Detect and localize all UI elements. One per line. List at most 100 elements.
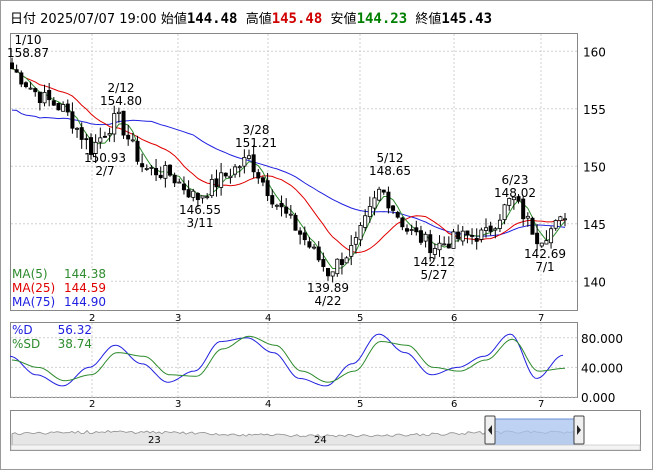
candle [228, 168, 233, 184]
candle-body-down [414, 227, 419, 233]
annotation-value: 142.12 [413, 255, 455, 269]
annotation-date: 2/12 [108, 81, 135, 95]
candle-body-down [456, 231, 461, 240]
candle-body-up [367, 206, 372, 218]
candle-body-down [51, 100, 56, 106]
candle-body-down [298, 230, 303, 235]
candle [51, 97, 56, 106]
candle-body-down [381, 189, 386, 193]
candle-body-up [344, 257, 349, 264]
navigator-scrollbar[interactable] [10, 444, 641, 451]
candle [172, 172, 177, 188]
candle-body-up [553, 220, 558, 229]
candle [158, 166, 163, 180]
candle-body-down [284, 206, 289, 214]
candle [102, 131, 107, 138]
candle-body-down [386, 191, 391, 209]
candle-body-down [167, 164, 172, 176]
ma-legend-value: 144.90 [64, 295, 106, 309]
candle-body-down [158, 174, 163, 178]
annotation-date: 7/1 [535, 260, 554, 274]
candle [237, 165, 242, 178]
candle [316, 241, 321, 263]
candle [456, 224, 461, 243]
candle-body-up [28, 87, 33, 90]
candle-body-up [563, 218, 568, 221]
annotation-value: 154.80 [100, 94, 142, 108]
candle-body-up [163, 165, 168, 179]
annotation-value: 148.65 [369, 164, 411, 178]
candle-body-down [19, 72, 24, 85]
stoch-legend-value: 38.74 [58, 337, 92, 351]
candle [61, 101, 66, 112]
candle [144, 164, 149, 171]
candle [377, 186, 382, 202]
candle [219, 162, 224, 196]
candle [386, 186, 391, 214]
price-annotations: 1/10158.872/12154.80150.932/73/28151.211… [7, 33, 566, 308]
candle-body-up [191, 190, 196, 198]
candle-body-up [242, 157, 247, 167]
ma-legend-label: MA(75) [12, 295, 55, 309]
candle-body-down [37, 91, 42, 104]
candle [353, 231, 358, 254]
candle-body-down [395, 211, 400, 218]
candle [93, 134, 98, 164]
navigator-right-handle[interactable] [573, 415, 585, 445]
stoch-legend-value: 56.32 [58, 323, 92, 337]
candle-body-up [507, 198, 512, 206]
month-label: 6 [451, 313, 457, 324]
month-label-lower: 7 [538, 399, 544, 410]
candle-body-up [363, 215, 368, 228]
candle-body-up [112, 113, 117, 135]
low-value: 144.23 [356, 11, 408, 27]
candle-body-up [274, 204, 279, 207]
candle [126, 124, 131, 146]
ma-legend-value: 144.38 [64, 267, 106, 281]
candle [409, 224, 414, 236]
stoch-tick-label: 40.000 [581, 361, 623, 375]
ma-legend-label: MA(25) [12, 281, 55, 295]
navigator[interactable]: 23 24 [10, 415, 641, 451]
close-label: 終値 [415, 12, 442, 27]
candle [284, 198, 289, 218]
candle-body-down [302, 232, 307, 241]
date-value: 2025/07/07 19:00 [40, 12, 157, 27]
candle [195, 192, 200, 208]
ma25-path [11, 68, 566, 254]
candle-body-down [470, 235, 475, 237]
month-label-lower: 4 [265, 399, 271, 410]
candle [372, 190, 377, 216]
candle-body-up [330, 271, 335, 277]
candle-body-down [70, 111, 75, 129]
month-label: 5 [357, 313, 363, 324]
candle-body-up [219, 172, 224, 188]
candle [344, 256, 349, 264]
candle [140, 153, 145, 173]
candle [525, 212, 530, 227]
candle-body-down [265, 180, 270, 197]
candle-body-down [65, 103, 70, 113]
stoch-panel [10, 322, 578, 398]
annotation-value: 151.21 [235, 136, 277, 150]
candle-body-up [353, 237, 358, 245]
navigator-year-label: 24 [314, 435, 327, 446]
candle-body-up [497, 219, 502, 229]
navigator-left-handle[interactable] [484, 415, 496, 445]
candle [335, 258, 340, 277]
navigator-selection[interactable] [493, 418, 575, 450]
candle-body-down [307, 241, 312, 248]
annotation-date: 4/22 [315, 294, 342, 308]
candle-body-down [279, 202, 284, 208]
candle [116, 107, 121, 123]
month-label-lower: 6 [451, 399, 457, 410]
candle-body-up [432, 248, 437, 255]
candle-body-down [214, 178, 219, 188]
candle [302, 226, 307, 246]
candle-body-up [483, 227, 488, 231]
candle-body-up [177, 181, 182, 184]
candle-body-up [544, 240, 549, 245]
candle [33, 87, 38, 97]
